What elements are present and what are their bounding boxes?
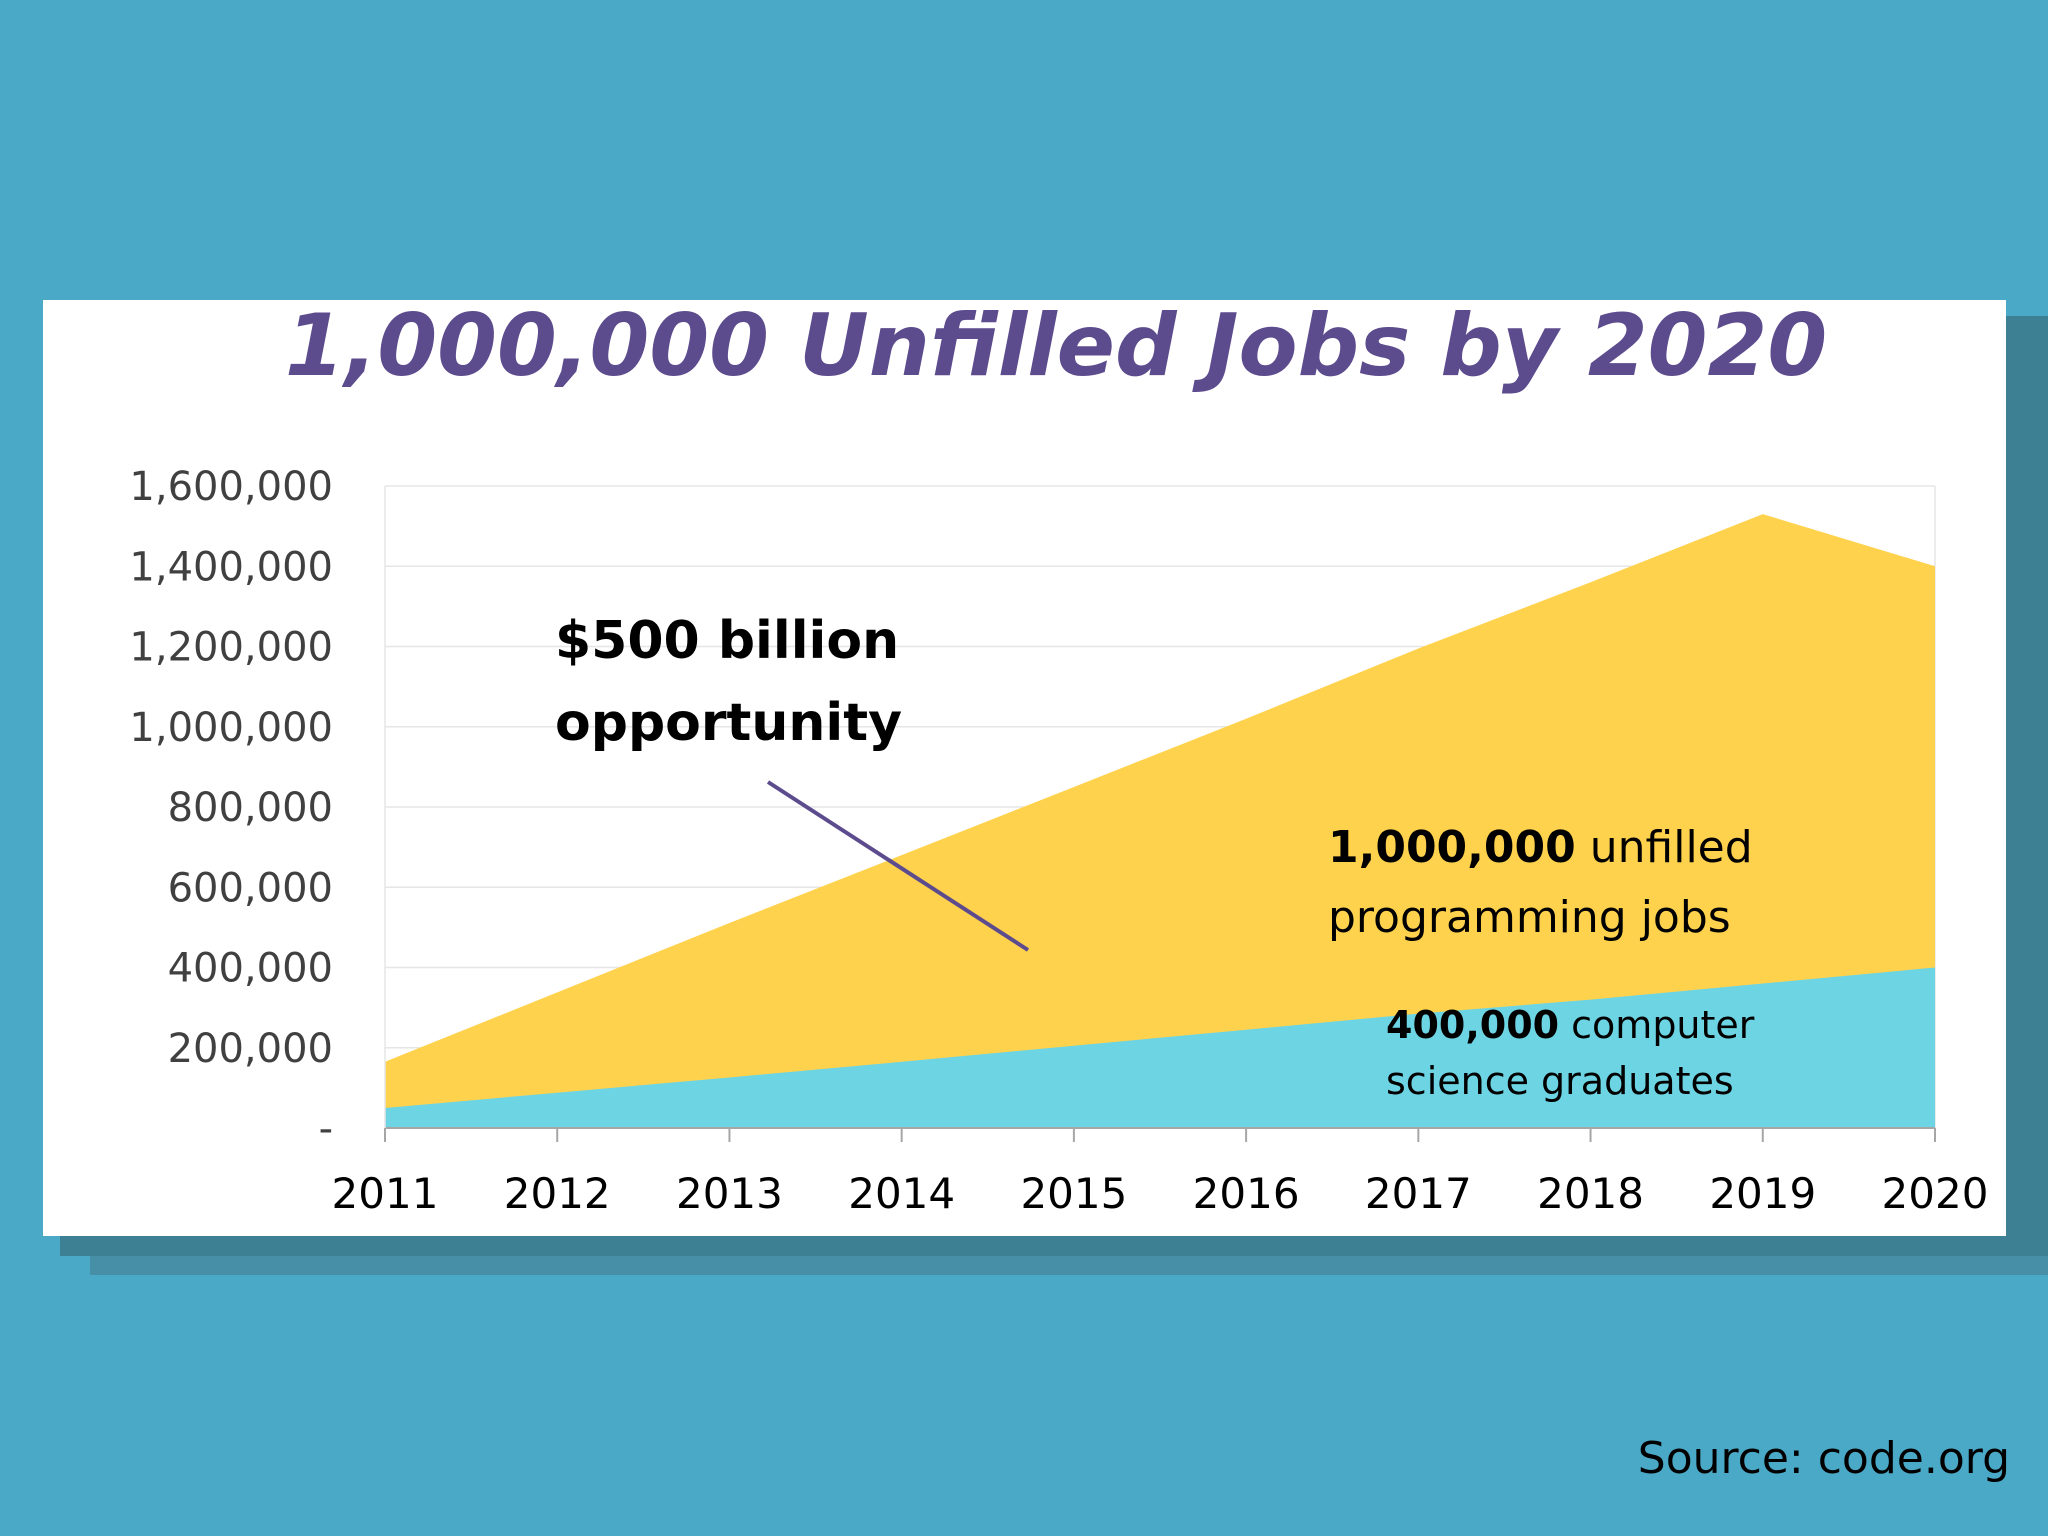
graduates-label-line2: science graduates <box>1386 1059 1734 1103</box>
x-tick-label: 2013 <box>676 1169 783 1218</box>
y-tick-label: 200,000 <box>168 1026 333 1072</box>
y-tick-label: 1,400,000 <box>129 544 333 590</box>
y-tick-label: 800,000 <box>168 785 333 831</box>
axes <box>384 486 1936 1142</box>
y-tick-label: - <box>319 1106 333 1152</box>
x-tick-label: 2015 <box>1020 1169 1127 1218</box>
unfilled-jobs-text: unfilled <box>1576 822 1753 873</box>
x-tick-label: 2019 <box>1709 1169 1816 1218</box>
graduates-count: 400,000 <box>1386 1003 1559 1047</box>
chart-title: 1,000,000 Unfilled Jobs by 2020 <box>285 300 1827 396</box>
area-unfilled-jobs <box>385 514 1935 1128</box>
source-note: Source: code.org <box>1637 1433 2010 1484</box>
area-chart: -200,000400,000600,000800,0001,000,0001,… <box>129 300 1989 1218</box>
y-tick-labels: - 200,000 400,000 600,000 800,000 1,000,000 1,… <box>129 464 333 1152</box>
opportunity-pointer-line <box>766 780 1030 952</box>
x-tick-label: 2012 <box>504 1169 611 1218</box>
opportunity-label-line2: opportunity <box>555 693 902 753</box>
unfilled-jobs-label-line1: 1,000,000 unfilled <box>1328 822 1753 873</box>
y-tick-label: 600,000 <box>168 865 333 911</box>
graduates-label-line1: 400,000 computer <box>1386 1003 1755 1047</box>
area-series <box>385 514 1935 1128</box>
y-tick-label: 1,600,000 <box>129 464 333 510</box>
x-tick-label: 2020 <box>1882 1169 1989 1218</box>
x-tick-label: 2014 <box>848 1169 955 1218</box>
x-tick-label: 2016 <box>1193 1169 1300 1218</box>
y-tick-label: 1,000,000 <box>129 705 333 751</box>
graduates-text: computer <box>1559 1003 1755 1047</box>
unfilled-jobs-count: 1,000,000 <box>1328 822 1576 873</box>
unfilled-jobs-label-line2: programming jobs <box>1328 892 1731 943</box>
opportunity-label-line1: $500 billion <box>555 611 899 671</box>
x-tick-labels: 2011 2012 2013 2014 2015 2016 2017 2018 2019 2020 <box>332 1169 1989 1218</box>
x-tick-label: 2018 <box>1537 1169 1644 1218</box>
area-cs-graduates <box>385 967 1935 1128</box>
y-tick-label: 400,000 <box>168 946 333 992</box>
y-tick-label: 1,200,000 <box>129 625 333 671</box>
x-tick-label: 2017 <box>1365 1169 1472 1218</box>
chart-panel: -200,000 400,000 600,000 800,000 1,000,000 1,… <box>43 300 2006 1236</box>
x-tick-label: 2011 <box>332 1169 439 1218</box>
